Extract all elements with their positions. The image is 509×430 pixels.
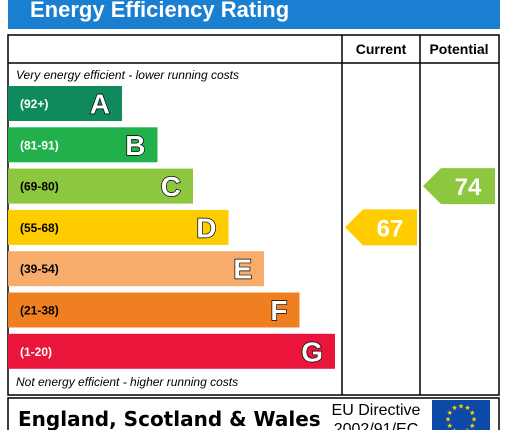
eu-star-icon: ★ (447, 422, 453, 430)
eu-star-icon: ★ (464, 404, 470, 412)
eu-star-icon: ★ (451, 427, 457, 430)
eu-flag-background (432, 400, 490, 430)
band-b (8, 127, 158, 163)
band-a-letter: A (90, 89, 110, 120)
band-f-range: (21-38) (20, 304, 59, 318)
band-d (8, 209, 229, 245)
band-f (8, 292, 300, 328)
band-e (8, 251, 264, 287)
band-a-range: (92+) (20, 97, 48, 111)
eu-star-icon: ★ (458, 403, 464, 411)
eu-star-icon: ★ (469, 409, 475, 417)
band-c-letter: C (161, 171, 181, 202)
footer-directive-line2: 2002/91/EC (334, 421, 419, 430)
eu-star-icon: ★ (445, 416, 451, 424)
eu-star-icon: ★ (469, 422, 475, 430)
top-note: Very energy efficient - lower running co… (16, 68, 239, 82)
band-d-letter: D (196, 212, 216, 243)
band-a (8, 86, 122, 121)
current-rating-arrow (345, 209, 417, 246)
title-bar: Energy Efficiency Rating (8, 0, 500, 29)
band-g (8, 333, 335, 369)
eu-star-icon: ★ (451, 404, 457, 412)
eu-star-icon: ★ (471, 416, 477, 424)
band-b-range: (81-91) (20, 138, 59, 152)
eu-star-icon: ★ (458, 429, 464, 430)
band-e-range: (39-54) (20, 262, 59, 276)
band-d-range: (55-68) (20, 221, 59, 235)
bottom-note: Not energy efficient - higher running co… (16, 375, 238, 389)
potential-rating-value: 74 (455, 174, 482, 201)
band-g-letter: G (301, 336, 323, 367)
eu-star-icon: ★ (464, 427, 470, 430)
band-c (8, 168, 193, 204)
potential-header: Potential (429, 41, 488, 57)
band-g-range: (1-20) (20, 345, 52, 359)
footer-directive-line1: EU Directive (332, 402, 421, 419)
band-f-letter: F (270, 295, 287, 326)
current-header: Current (356, 41, 407, 57)
rating-markers: 67 74 (345, 168, 495, 246)
band-e-letter: E (233, 254, 252, 285)
potential-rating-arrow (423, 168, 495, 205)
eu-flag-icon: ★★★★★★★★★★★★ (432, 400, 490, 430)
band-c-range: (69-80) (20, 180, 59, 194)
current-rating-value: 67 (377, 215, 404, 242)
band-b-letter: B (125, 130, 145, 161)
rating-bands: (92+) A (81-91) B (69-80) C (55-68) D (39-54) E (2… (8, 86, 335, 369)
footer-frame (7, 397, 500, 430)
chart-title: Energy Efficiency Rating (30, 0, 290, 22)
footer-region: England, Scotland & Wales (18, 407, 321, 430)
eu-star-icon: ★ (447, 409, 453, 417)
